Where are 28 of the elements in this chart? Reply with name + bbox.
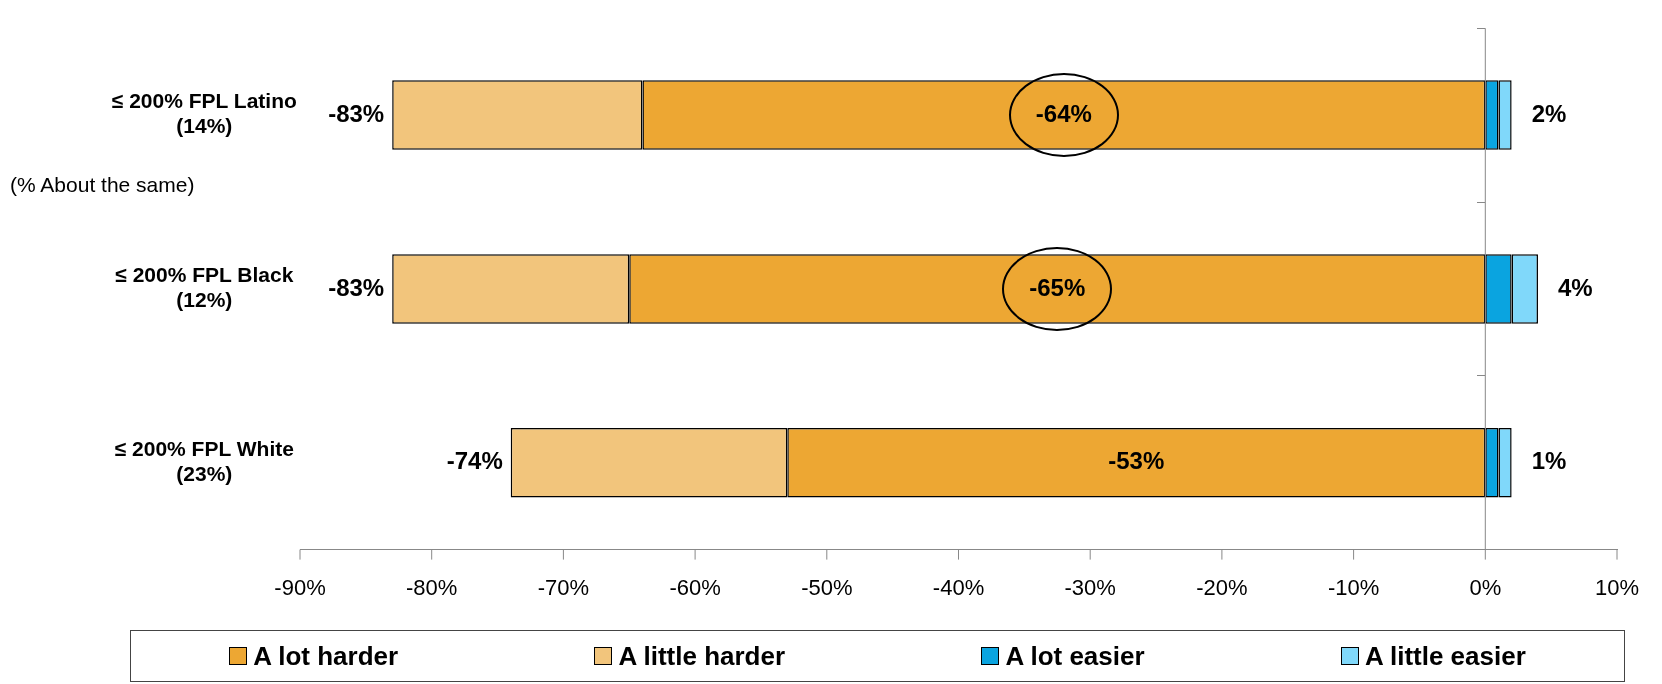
x-tick-label: -40% — [932, 574, 985, 600]
legend-label: A little easier — [1363, 640, 1526, 672]
y-tick-label: ≤ 200% FPL Black (12%) — [115, 263, 294, 312]
x-tick-label: -80% — [406, 574, 458, 600]
x-tick-label: -50% — [801, 574, 853, 600]
text: -83% — [328, 99, 385, 127]
text: (% About the same) — [10, 173, 195, 198]
x-tick-label: -70% — [537, 574, 590, 600]
y-tick-label: ≤ 200% FPL Latino (14%) — [111, 89, 297, 138]
text: -74% — [446, 447, 503, 475]
data-label: -64% — [1035, 99, 1092, 127]
y-tick-label: ≤ 200% FPL White (23%) — [114, 436, 294, 486]
legend-label: A lot harder — [252, 640, 399, 672]
x-tick-label: -20% — [1196, 574, 1248, 600]
legend-label: A little harder — [617, 640, 786, 672]
text: -83% — [328, 273, 385, 301]
x-tick-label: -30% — [1064, 574, 1116, 600]
text: 2% — [1531, 99, 1567, 127]
legend-label: A lot easier — [1004, 640, 1145, 672]
data-label: -53% — [1108, 447, 1165, 475]
text: 1% — [1531, 447, 1567, 475]
x-tick-label: -90% — [274, 574, 326, 600]
x-tick-label: -60% — [669, 574, 721, 600]
data-label: -65% — [1029, 273, 1086, 301]
x-tick-label: -10% — [1327, 574, 1380, 600]
text: 4% — [1557, 273, 1593, 301]
x-tick-label: 10% — [1594, 574, 1640, 600]
x-tick-label: 0% — [1469, 574, 1502, 600]
